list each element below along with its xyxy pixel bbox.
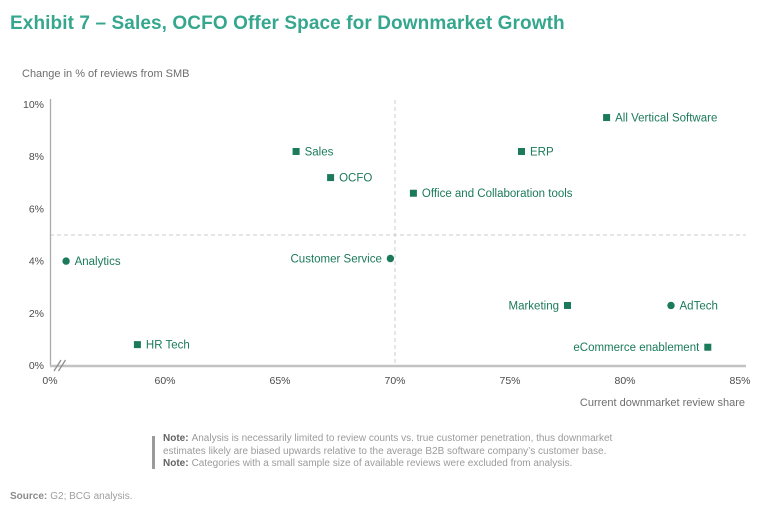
data-point-ecommerce-enablement	[704, 343, 712, 351]
source-line: Source: G2; BCG analysis.	[10, 491, 133, 502]
x-tick-label: 0%	[42, 375, 57, 387]
data-point-sales	[292, 147, 300, 155]
data-point-office-and-collaboration-tools	[409, 189, 417, 197]
data-point-adtech	[667, 301, 675, 310]
data-point-label-sales: Sales	[305, 146, 334, 158]
note-body: Analysis is necessarily limited to revie…	[163, 433, 613, 457]
data-point-label-all-vertical-software: All Vertical Software	[615, 113, 717, 125]
data-point-customer-service	[386, 254, 395, 263]
data-point-label-marketing: Marketing	[509, 300, 560, 312]
note-prefix: Note:	[163, 458, 189, 469]
x-tick-label: 75%	[499, 375, 520, 387]
x-tick-label: 80%	[614, 375, 635, 387]
exhibit-title: Exhibit 7 – Sales, OCFO Offer Space for …	[10, 13, 565, 34]
data-point-ocfo	[327, 174, 335, 182]
data-point-label-hr-tech: HR Tech	[146, 340, 190, 352]
source-body: G2; BCG analysis.	[50, 491, 133, 502]
x-tick-label: 85%	[729, 375, 750, 387]
data-point-hr-tech	[133, 341, 141, 349]
source-prefix: Source:	[10, 491, 48, 502]
data-point-label-office-and-collaboration-tools: Office and Collaboration tools	[422, 188, 573, 200]
data-point-all-vertical-software	[603, 114, 611, 122]
data-point-analytics	[62, 257, 70, 265]
y-tick-label: 8%	[29, 151, 44, 163]
y-tick-label: 10%	[23, 99, 44, 111]
y-tick-label: 2%	[29, 308, 44, 320]
x-axis-title: Current downmarket review share	[579, 397, 745, 409]
note-line: Note: Categories with a small sample size…	[163, 458, 618, 471]
data-point-label-analytics: Analytics	[75, 256, 121, 268]
x-tick-label: 60%	[154, 375, 175, 387]
data-point-erp	[518, 147, 525, 155]
data-point-label-ocfo: OCFO	[339, 173, 372, 185]
x-tick-label: 70%	[384, 375, 405, 387]
data-point-label-ecommerce-enablement: eCommerce enablement	[573, 342, 700, 354]
y-tick-label: 4%	[29, 256, 44, 268]
axis-break-icon	[53, 359, 62, 372]
note-body: Categories with a small sample size of a…	[191, 458, 573, 469]
y-tick-label: 6%	[29, 203, 44, 215]
axis-break-icon	[57, 359, 67, 372]
notes-block: Note: Analysis is necessarily limited to …	[152, 433, 618, 471]
data-point-marketing	[564, 301, 571, 309]
y-tick-label: 0%	[29, 360, 44, 372]
data-point-label-erp: ERP	[530, 146, 554, 158]
notes-left-bar	[152, 436, 155, 469]
data-point-label-adtech: AdTech	[680, 300, 718, 312]
note-prefix: Note:	[163, 433, 189, 444]
note-line: Note: Analysis is necessarily limited to …	[163, 433, 618, 458]
y-axis-title: Change in % of reviews from SMB	[22, 68, 190, 80]
x-tick-label: 65%	[269, 375, 290, 387]
data-point-label-customer-service: Customer Service	[291, 253, 382, 265]
notes-text: Note: Analysis is necessarily limited to …	[163, 433, 618, 471]
